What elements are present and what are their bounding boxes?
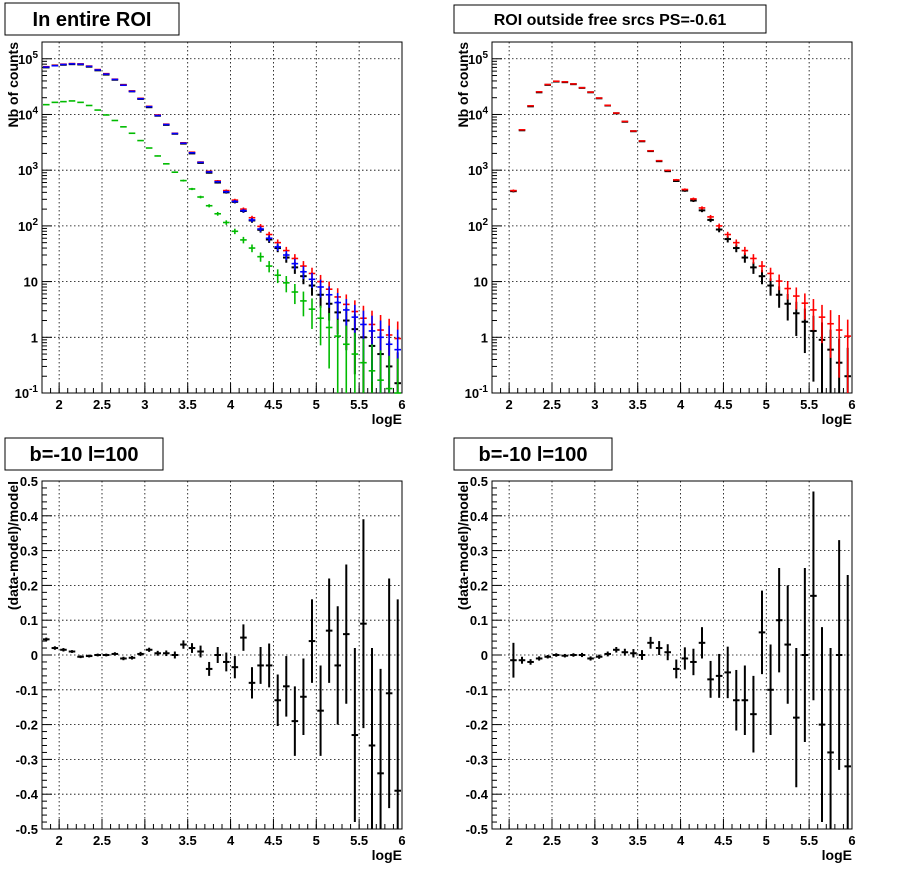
y-tick-label: 103 (468, 161, 488, 178)
chart-panel-3: 2 2.5 3 3.5 4 4.5 5 5.5 6 -0.5 -0.4 -0.3 -0.2 -0.1 0 0.… (4, 437, 406, 863)
title-box (453, 437, 613, 471)
x-tick-label: 5 (313, 833, 320, 848)
y-tick-label: 0.2 (20, 578, 38, 593)
x-tick-label: 4.5 (714, 833, 732, 848)
x-tick-label: 2 (56, 833, 63, 848)
x-axis-label: logE (822, 847, 852, 863)
x-tick-label: 5.5 (800, 833, 818, 848)
y-tick-label: 0.1 (20, 613, 38, 628)
y-tick-label: 0.4 (20, 509, 39, 524)
x-tick-label: 5.5 (350, 833, 368, 848)
title-box (453, 4, 767, 34)
x-tick-label: 5.5 (350, 397, 368, 412)
y-tick-label: 10 (474, 275, 488, 290)
title-box (4, 437, 164, 471)
y-tick-label: 102 (468, 217, 488, 234)
x-axis-label: logE (372, 847, 402, 863)
x-tick-label: 4.5 (264, 833, 282, 848)
x-tick-label: 5 (763, 833, 770, 848)
y-tick-label: -0.3 (466, 752, 488, 767)
y-tick-label: 0.3 (470, 544, 488, 559)
y-axis-label: (data-model)/model (5, 481, 21, 610)
y-axis-label: (data-model)/model (455, 481, 471, 610)
title-box (4, 2, 180, 36)
data-series (510, 491, 851, 829)
chart-title: b=-10 l=100 (479, 444, 588, 466)
y-tick-label: 103 (18, 161, 38, 178)
y-tick-label: -0.1 (16, 683, 38, 698)
x-tick-label: 6 (848, 833, 855, 848)
y-tick-label: 0.1 (470, 613, 488, 628)
x-tick-label: 3 (141, 397, 148, 412)
x-tick-label: 6 (398, 397, 405, 412)
x-tick-label: 3 (591, 833, 598, 848)
y-tick-label: -0.5 (466, 822, 488, 837)
chart-panel-4: 2 2.5 3 3.5 4 4.5 5 5.5 6 -0.5 -0.4 -0.3 -0.2 -0.1 0 0.… (453, 437, 856, 863)
y-tick-label: -0.4 (16, 787, 39, 802)
y-tick-label: 102 (18, 217, 38, 234)
x-tick-label: 3.5 (629, 833, 647, 848)
x-tick-label: 2.5 (543, 833, 561, 848)
x-tick-label: 6 (398, 833, 405, 848)
y-tick-label: 105 (468, 50, 488, 67)
x-tick-label: 3 (141, 833, 148, 848)
x-tick-label: 4 (677, 397, 685, 412)
data-series (43, 519, 401, 829)
chart-title: ROI outside free srcs PS=-0.61 (494, 12, 727, 29)
chart-panel-2: 2 2.5 3 3.5 4 4.5 5 5.5 6 10-1 1 10 102 103 104 105 logE… (453, 4, 856, 427)
x-tick-label: 5 (313, 397, 320, 412)
x-tick-label: 2 (56, 397, 63, 412)
y-tick-label: 0 (31, 648, 38, 663)
x-tick-label: 3 (591, 397, 598, 412)
x-tick-label: 3.5 (179, 397, 197, 412)
x-tick-label: 4.5 (714, 397, 732, 412)
y-tick-label: 0.5 (20, 474, 38, 489)
data-series (510, 80, 851, 393)
y-tick-label: -0.4 (466, 787, 489, 802)
x-tick-label: 2.5 (93, 397, 111, 412)
y-tick-label: 104 (18, 105, 38, 122)
x-tick-label: 4 (227, 397, 235, 412)
x-tick-label: 3.5 (179, 833, 197, 848)
y-tick-label: -0.3 (16, 752, 38, 767)
y-tick-label: 10-1 (15, 384, 39, 401)
y-tick-label: 105 (18, 50, 38, 67)
plot-frame (41, 41, 403, 394)
y-tick-label: 104 (468, 105, 488, 122)
x-tick-label: 6 (848, 397, 855, 412)
y-axis-label: Nb of counts (5, 42, 21, 128)
x-tick-label: 2 (506, 397, 513, 412)
y-tick-label: -0.1 (466, 683, 488, 698)
y-tick-label: 0.4 (470, 509, 489, 524)
x-tick-label: 3.5 (629, 397, 647, 412)
y-tick-label: 1 (481, 330, 488, 345)
x-tick-label: 4 (677, 833, 685, 848)
y-tick-label: 10 (24, 275, 38, 290)
y-tick-label: 1 (31, 330, 38, 345)
x-axis-label: logE (822, 411, 852, 427)
plot-frame (491, 41, 853, 394)
x-tick-label: 5 (763, 397, 770, 412)
x-tick-label: 4.5 (264, 397, 282, 412)
y-tick-label: 0.5 (470, 474, 488, 489)
x-tick-label: 4 (227, 833, 235, 848)
y-tick-label: -0.2 (466, 718, 488, 733)
x-tick-label: 2 (506, 833, 513, 848)
data-series (43, 100, 401, 394)
chart-title: b=-10 l=100 (30, 444, 139, 466)
y-tick-label: 0.2 (470, 578, 488, 593)
x-axis-label: logE (372, 411, 402, 427)
y-tick-label: -0.5 (16, 822, 38, 837)
x-tick-label: 5.5 (800, 397, 818, 412)
y-tick-label: 0.3 (20, 544, 38, 559)
x-tick-label: 2.5 (543, 397, 561, 412)
y-tick-label: 0 (481, 648, 488, 663)
y-axis-label: Nb of counts (455, 42, 471, 128)
x-tick-label: 2.5 (93, 833, 111, 848)
y-tick-label: 10-1 (465, 384, 489, 401)
chart-title: In entire ROI (33, 9, 152, 31)
y-tick-label: -0.2 (16, 718, 38, 733)
chart-panel-1: 2 2.5 3 3.5 4 4.5 5 5.5 6 10-1 1 10 102 103 104 105 logE… (4, 2, 406, 427)
